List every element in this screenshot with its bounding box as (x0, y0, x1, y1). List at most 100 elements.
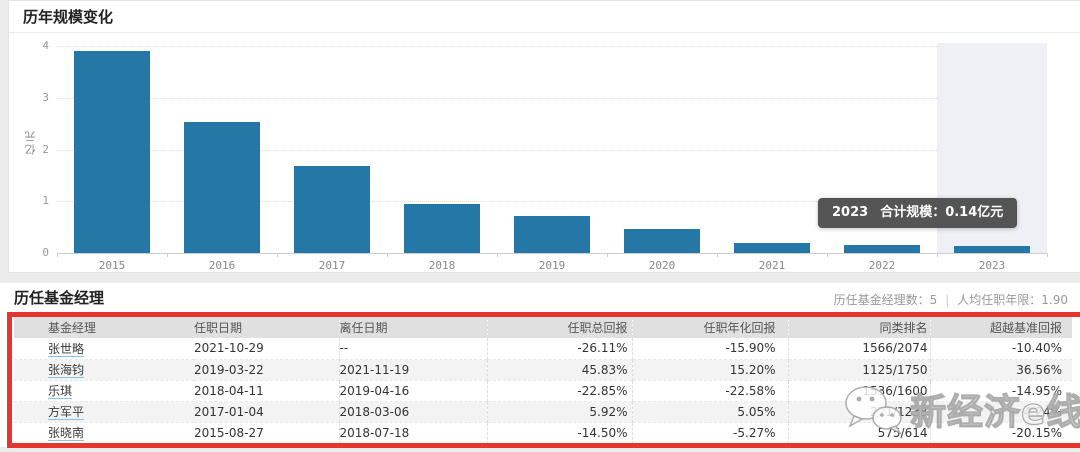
x-tick-label-2018: 2018 (428, 259, 456, 272)
cell-total-return: 45.83% (486, 359, 632, 380)
scale-bar-chart: 亿元 2023 合计规模：0.14亿元 0 1 2 3 4 2015 2016 2017 2018… (9, 1, 1080, 274)
managers-table-head-row: 基金经理 任职日期 离任日期 任职总回报 任职年化回报 同类排名 超越基准回报 (14, 317, 1072, 338)
cell-start-date: 2019-03-22 (194, 362, 264, 377)
stats-separator: | (945, 293, 950, 307)
column-header-3: 离任日期 (338, 317, 487, 338)
cell-rank: 1125/1750 (787, 359, 930, 380)
managers-stats: 历任基金经理数：5 | 人均任职年限：1.90 (834, 291, 1068, 308)
managers-header: 历任基金经理 历任基金经理数：5 | 人均任职年限：1.90 (0, 283, 1080, 312)
cell-start-date: 2018-04-11 (194, 383, 264, 398)
cell-manager-name: 张世略 (14, 338, 194, 359)
gridline (57, 201, 1047, 203)
tooltip-value: 合计规模：0.14亿元 (880, 205, 1004, 220)
stat-manager-count-value: 5 (929, 293, 938, 307)
y-tick-label: 0 (42, 246, 49, 259)
bar-2018[interactable] (404, 203, 480, 253)
axis-tick (717, 253, 718, 257)
axis-tick (277, 253, 278, 257)
cell-start-date: 2021-10-29 (194, 341, 264, 356)
bar-2023[interactable] (954, 245, 1030, 253)
x-tick-label-2020: 2020 (648, 259, 676, 272)
axis-tick (937, 253, 938, 257)
cell-excess-return: -10.40% (929, 338, 1072, 359)
cell-end-date: -- (338, 338, 487, 359)
cell-excess-return: -14.95% (929, 380, 1072, 401)
cell-manager-name: 张海钧 (14, 359, 194, 380)
stat-avg-tenure-value: 1.90 (1041, 293, 1068, 307)
manager-row: 张海钧 2019-03-22 2021-11-19 45.83% 15.20% 1125/… (14, 359, 1072, 380)
cell-end-date: 2018-07-18 (338, 422, 487, 443)
y-tick-label: 3 (42, 90, 49, 104)
x-tick-label-2019: 2019 (538, 259, 566, 272)
axis-tick (387, 253, 388, 257)
bar-2017[interactable] (294, 165, 370, 253)
x-tick-label-2023: 2023 (978, 259, 1006, 272)
cell-annual-return: -22.58% (631, 380, 788, 401)
column-header-1: 基金经理 (14, 317, 194, 338)
x-tick-label-2016: 2016 (208, 259, 236, 272)
y-tick-label: 2 (42, 142, 49, 156)
gridline (57, 97, 1047, 99)
cell-annual-return: -5.27% (631, 422, 788, 443)
tooltip-year: 2023 (832, 205, 869, 220)
cell-start-date: 2017-01-04 (194, 404, 264, 419)
bar-2015[interactable] (74, 51, 150, 253)
chart-tooltip: 2023 合计规模：0.14亿元 (818, 198, 1018, 228)
manager-link[interactable]: 乐琪 (48, 384, 73, 399)
manager-row: 张世略 2021-10-29 -- -26.11% -15.90% 1566/2074 -1… (14, 338, 1072, 359)
manager-link[interactable]: 张海钧 (48, 363, 85, 378)
cell-rank: 1536/1600 (787, 380, 930, 401)
cell-rank: 271/1238 (787, 401, 930, 422)
manager-link[interactable]: 张世略 (48, 341, 85, 357)
bar-2022[interactable] (844, 245, 920, 253)
axis-tick (607, 253, 608, 257)
bar-2019[interactable] (514, 215, 590, 253)
cell-total-return: 5.92% (486, 401, 632, 422)
column-header-6: 同类排名 (787, 317, 930, 338)
x-tick-label-2017: 2017 (318, 259, 346, 272)
y-tick-label: 1 (42, 194, 49, 208)
cell-total-return: -14.50% (486, 422, 632, 443)
cell-excess-return: 36.56% (929, 359, 1072, 380)
x-tick-label-2022: 2022 (868, 259, 896, 272)
cell-manager-name: 张晓南 (14, 422, 194, 443)
x-tick-label-2015: 2015 (98, 259, 126, 272)
managers-table: 基金经理 任职日期 离任日期 任职总回报 任职年化回报 同类排名 超越基准回报 张世略 202… (14, 317, 1072, 444)
manager-row: 乐琪 2018-04-11 2019-04-16 -22.85% -22.58% 1536… (14, 380, 1072, 401)
scale-section-title: 历年规模变化 (9, 1, 1080, 33)
stat-manager-count-label: 历任基金经理数： (833, 293, 930, 307)
scale-history-section: 历年规模变化 亿元 2023 合计规模：0.14亿元 0 1 2 3 4 2015 2016 2… (8, 0, 1080, 273)
axis-tick (827, 253, 828, 257)
column-header-4: 任职总回报 (486, 317, 632, 338)
column-header-2: 任职日期 (194, 317, 339, 338)
manager-row: 张晓南 2015-08-27 2018-07-18 -14.50% -5.27% 575/… (14, 422, 1072, 443)
manager-link[interactable]: 张晓南 (48, 426, 85, 441)
cell-end-date: 2018-03-06 (338, 401, 487, 422)
gridline (57, 46, 1047, 47)
bar-2020[interactable] (624, 229, 700, 253)
bar-2016[interactable] (184, 122, 260, 253)
cell-total-return: -22.85% (486, 380, 632, 401)
column-header-7: 超越基准回报 (929, 317, 1072, 338)
managers-section: 历任基金经理 历任基金经理数：5 | 人均任职年限：1.90 基金经理 任职日期 离任日… (0, 283, 1080, 447)
bar-2021[interactable] (734, 242, 810, 253)
cell-excess-return: 4.24% (929, 401, 1072, 422)
x-axis-line (57, 253, 1047, 254)
manager-link[interactable]: 方军平 (48, 405, 85, 420)
cell-rank: 575/614 (787, 422, 930, 443)
column-header-5: 任职年化回报 (631, 317, 788, 338)
axis-tick (167, 253, 168, 257)
axis-tick (497, 253, 498, 257)
gridline (57, 149, 1047, 151)
axis-tick (57, 253, 58, 257)
cell-manager-name: 方军平 (14, 401, 194, 422)
cell-annual-return: 15.20% (631, 359, 788, 380)
cell-rank: 1566/2074 (787, 338, 930, 359)
cell-end-date: 2019-04-16 (338, 380, 487, 401)
cell-total-return: -26.11% (486, 338, 632, 359)
axis-tick (1047, 253, 1048, 257)
stat-avg-tenure-label: 人均任职年限： (957, 293, 1042, 307)
cell-start-date: 2015-08-27 (194, 425, 264, 440)
managers-table-body: 张世略 2021-10-29 -- -26.11% -15.90% 1566/2074 -1… (14, 338, 1072, 443)
